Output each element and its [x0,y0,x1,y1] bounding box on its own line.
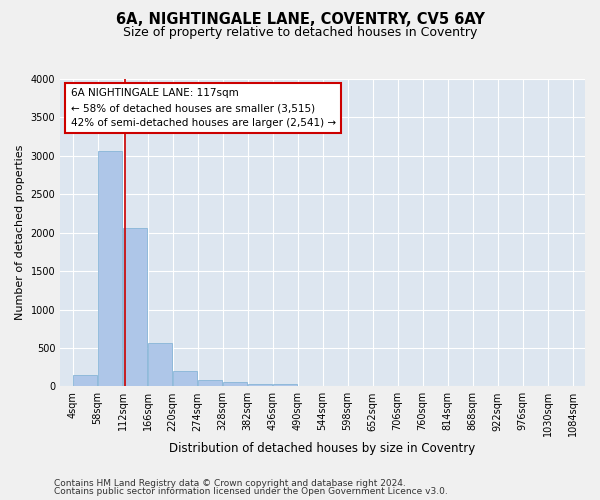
Text: Contains public sector information licensed under the Open Government Licence v3: Contains public sector information licen… [54,487,448,496]
Text: Contains HM Land Registry data © Crown copyright and database right 2024.: Contains HM Land Registry data © Crown c… [54,478,406,488]
Text: Size of property relative to detached houses in Coventry: Size of property relative to detached ho… [123,26,477,39]
Bar [273,384,298,386]
Text: 6A, NIGHTINGALE LANE, COVENTRY, CV5 6AY: 6A, NIGHTINGALE LANE, COVENTRY, CV5 6AY [116,12,484,28]
Bar [73,375,97,386]
Bar [248,384,272,386]
Bar [173,371,197,386]
Bar [123,228,148,386]
Bar [223,382,247,386]
Text: 6A NIGHTINGALE LANE: 117sqm
← 58% of detached houses are smaller (3,515)
42% of : 6A NIGHTINGALE LANE: 117sqm ← 58% of det… [71,88,336,128]
X-axis label: Distribution of detached houses by size in Coventry: Distribution of detached houses by size … [169,442,476,455]
Bar [98,151,122,386]
Bar [148,343,172,386]
Bar [198,380,223,386]
Y-axis label: Number of detached properties: Number of detached properties [15,145,25,320]
